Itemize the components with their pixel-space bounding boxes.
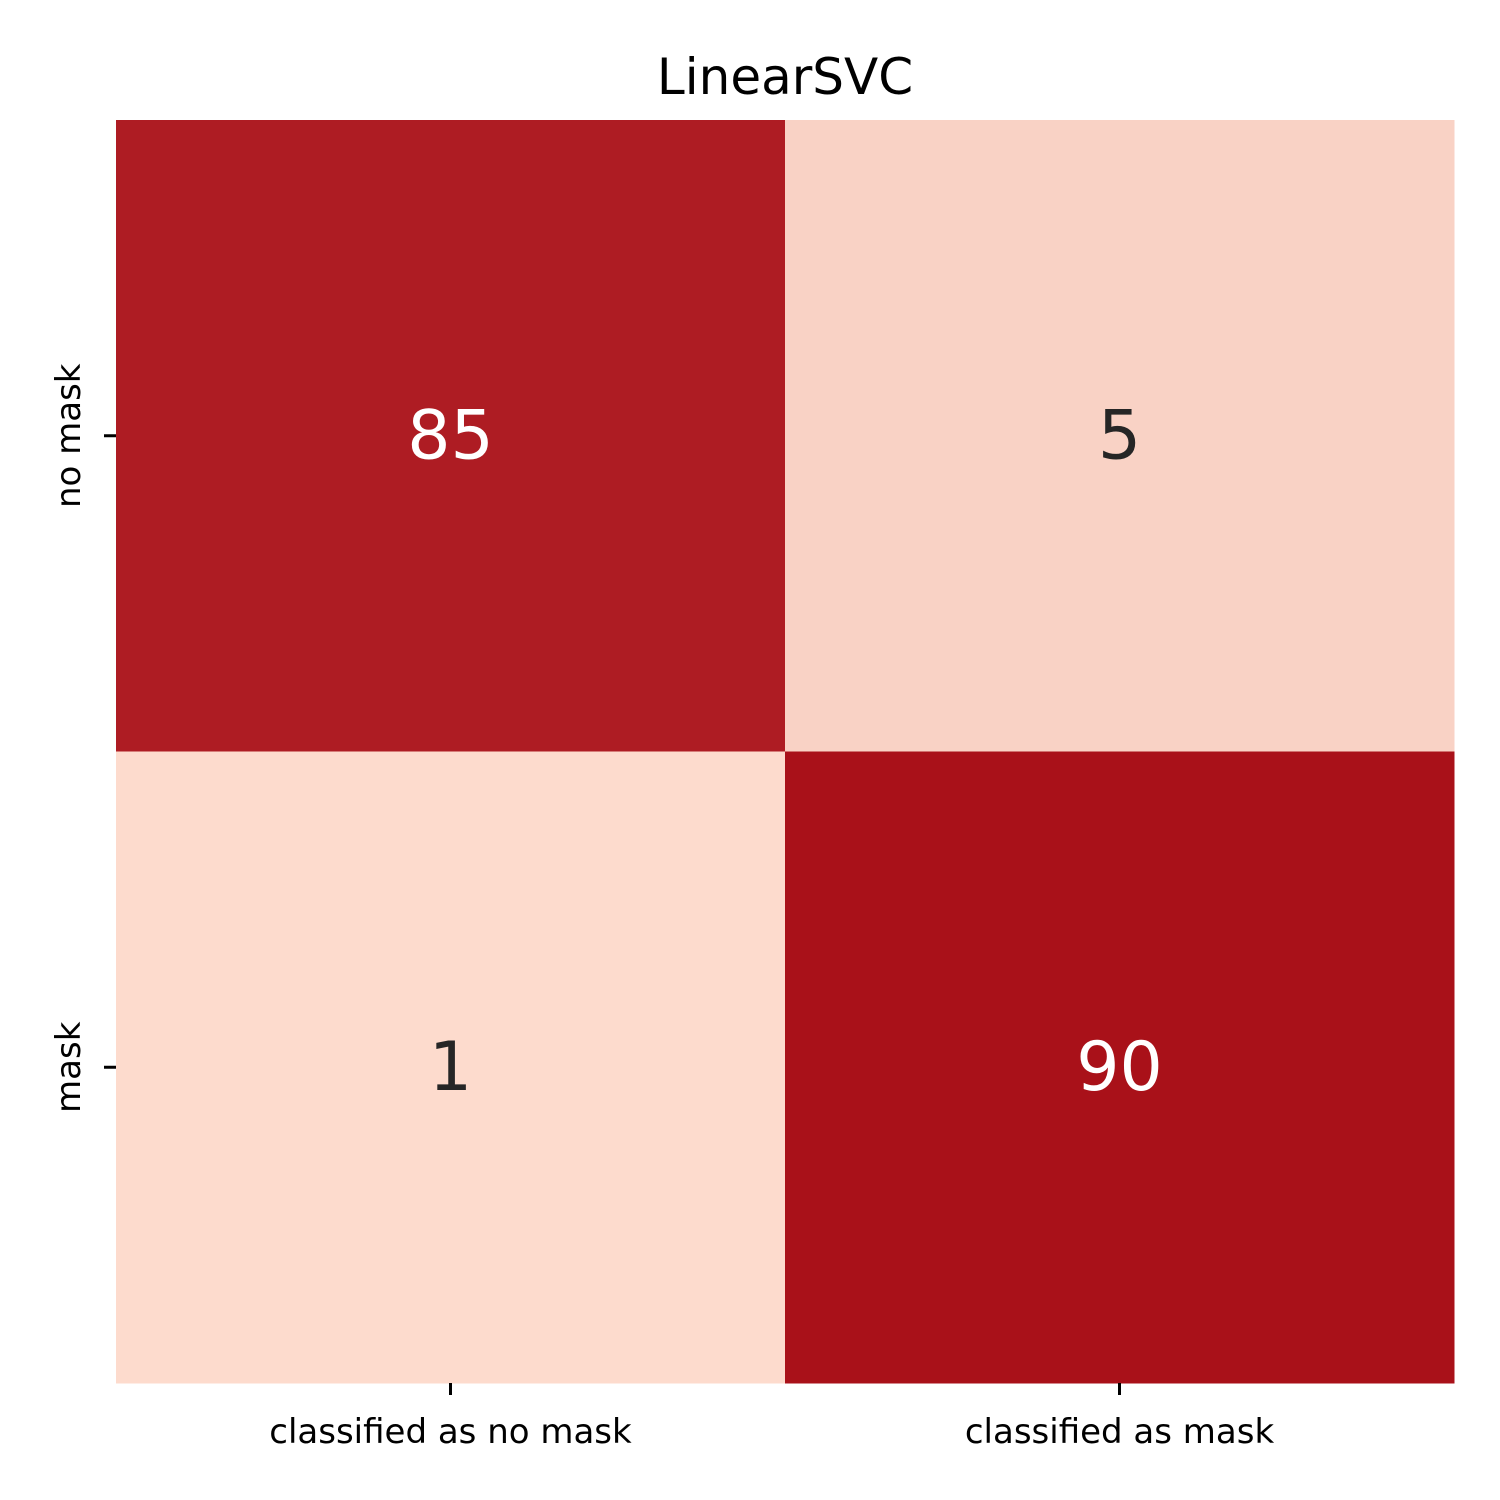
- heatmap-cells: [116, 120, 1455, 1384]
- heatmap-cell-r1-c0: [116, 751, 786, 1384]
- cell-value-label-r1-c0: 1: [429, 1028, 472, 1107]
- y-axis: no mask mask: [49, 363, 116, 1113]
- heatmap-cell-r1-c1: [785, 751, 1455, 1384]
- cell-value-label-r0-c0: 85: [407, 396, 494, 475]
- chart-title: LinearSVC: [657, 48, 913, 106]
- x-tick-label-0: classified as no mask: [269, 1412, 632, 1452]
- y-tick-label-1: mask: [49, 1021, 89, 1113]
- heatmap-cell-r0-c0: [116, 120, 786, 752]
- heatmap-cell-r0-c1: [785, 120, 1455, 752]
- cell-value-labels: 85 5 1 90: [407, 396, 1163, 1107]
- x-axis: classified as no mask classified as mask: [269, 1383, 1274, 1452]
- cell-value-label-r1-c1: 90: [1076, 1028, 1163, 1107]
- cell-value-label-r0-c1: 5: [1098, 396, 1141, 475]
- y-tick-label-0: no mask: [49, 363, 89, 508]
- x-tick-label-1: classified as mask: [965, 1412, 1275, 1452]
